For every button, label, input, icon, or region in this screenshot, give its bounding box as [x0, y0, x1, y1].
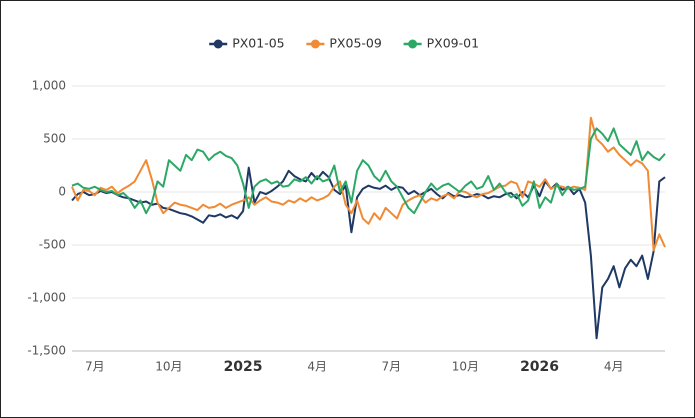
x-tick-label: 4月	[604, 360, 624, 374]
x-tick-label: 2026	[520, 359, 559, 375]
x-tick-label: 2025	[224, 359, 263, 375]
y-tick-label: -500	[39, 238, 66, 252]
legend-label: PX01-05	[232, 36, 284, 51]
legend-marker	[213, 39, 223, 49]
x-tick-label: 10月	[452, 360, 479, 374]
y-tick-label: 500	[43, 132, 66, 146]
y-tick-label: -1,000	[27, 291, 66, 305]
x-tick-label: 4月	[307, 360, 327, 374]
legend-label: PX09-01	[427, 36, 479, 51]
series-line	[71, 127, 666, 215]
legend-label: PX05-09	[329, 36, 381, 51]
x-tick-label: 10月	[155, 360, 182, 374]
x-tick-label: 7月	[85, 360, 105, 374]
y-tick-label: 1,000	[32, 79, 66, 93]
legend: PX01-05 PX05-09 PX09-01	[209, 36, 479, 51]
x-tick-label: 7月	[381, 360, 401, 374]
legend-marker	[408, 39, 418, 49]
legend-marker	[310, 39, 320, 49]
y-tick-label: -1,500	[27, 344, 66, 358]
y-tick-label: 0	[58, 185, 66, 199]
